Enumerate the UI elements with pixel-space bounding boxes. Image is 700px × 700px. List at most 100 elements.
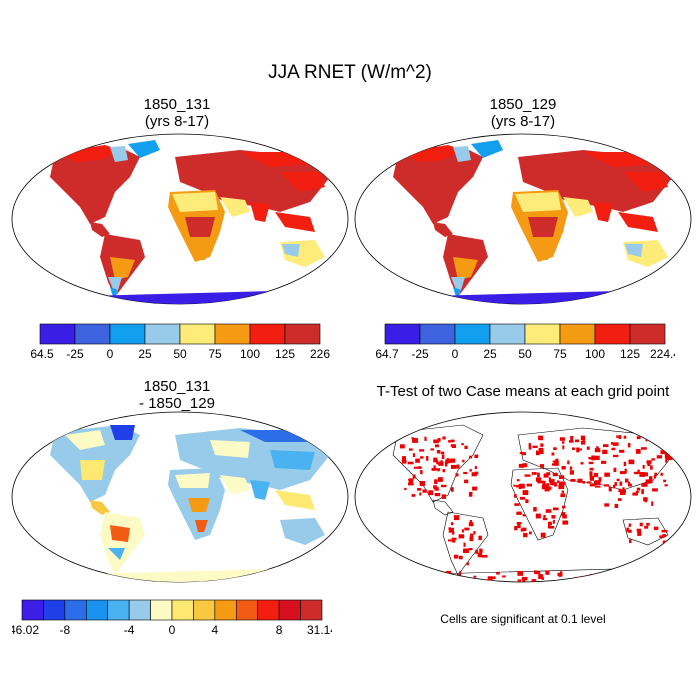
significant-cell xyxy=(625,478,629,483)
significant-cell xyxy=(472,486,478,491)
significant-cell xyxy=(636,528,641,532)
significant-cell xyxy=(469,520,473,523)
significant-cell xyxy=(523,532,528,538)
colorbar-3-tick-label: 8 xyxy=(276,623,283,637)
significant-cell xyxy=(516,522,522,525)
significant-cell xyxy=(468,491,473,497)
significant-cell xyxy=(450,522,454,526)
significant-cell xyxy=(627,443,631,448)
significant-cell xyxy=(551,581,555,582)
significant-cell xyxy=(522,463,528,468)
significant-cell xyxy=(666,456,673,461)
panel-2-title-line2: (yrs 8-17) xyxy=(490,113,556,130)
significant-cell xyxy=(514,494,517,498)
significant-cell xyxy=(663,439,670,442)
colorbar-3-tick-label: 31.14 xyxy=(307,623,332,637)
significant-cell xyxy=(649,480,653,483)
colorbar-2-tick-label: -64.7 xyxy=(375,347,399,361)
panel-3-title-line2: - 1850_129 xyxy=(139,395,215,412)
significant-cell xyxy=(477,552,482,558)
significant-cell xyxy=(411,494,416,497)
significant-cell xyxy=(434,468,441,471)
significant-cell xyxy=(535,513,541,519)
significant-cell xyxy=(577,448,583,451)
significant-cell xyxy=(662,534,667,538)
significant-cell xyxy=(434,486,438,490)
significant-cell xyxy=(539,449,544,454)
significant-cell xyxy=(541,576,544,580)
significant-cell xyxy=(448,527,451,531)
significant-cell xyxy=(454,554,459,559)
significant-cell xyxy=(620,574,623,580)
significant-cell xyxy=(619,580,624,582)
significant-cell xyxy=(425,581,431,582)
significant-cell xyxy=(589,467,594,471)
significant-cell xyxy=(616,435,619,438)
significant-cell xyxy=(453,579,457,582)
colorbar-panel-1: -64.5 -25 0 25 50 75 100 125 226 xyxy=(30,323,330,361)
significant-cell xyxy=(412,438,418,443)
significant-cell xyxy=(653,475,657,479)
significant-cell xyxy=(639,522,643,527)
significant-cell xyxy=(419,492,422,496)
significant-cell xyxy=(531,472,537,475)
colorbar-3-box xyxy=(235,599,259,621)
significant-cell xyxy=(469,455,473,459)
significant-cell xyxy=(416,570,422,573)
significance-note: Cells are significant at 0.1 level xyxy=(440,612,606,626)
significant-cell xyxy=(602,449,608,455)
significant-cell xyxy=(641,447,647,450)
significant-cell xyxy=(603,444,609,448)
significant-cell xyxy=(415,458,420,463)
significant-cell xyxy=(516,511,522,515)
significant-cell xyxy=(469,536,474,542)
significant-cell xyxy=(664,453,670,459)
colorbar-3-box xyxy=(257,599,280,621)
significant-cell xyxy=(417,488,421,491)
significant-cell xyxy=(562,505,566,509)
significant-cell xyxy=(453,515,460,521)
significant-cell xyxy=(643,472,648,477)
significant-cell xyxy=(662,540,667,545)
colorbar-2-tick-label: 50 xyxy=(518,347,532,361)
significant-cell xyxy=(412,474,416,479)
significant-cell xyxy=(582,481,586,484)
colorbar-2-box xyxy=(559,323,596,345)
significant-cell xyxy=(604,503,610,507)
significant-cell xyxy=(559,475,565,479)
significant-cell xyxy=(595,480,601,483)
significant-cell xyxy=(420,470,423,475)
colorbar-1-box xyxy=(214,323,251,345)
significant-cell xyxy=(610,442,613,445)
significant-cell xyxy=(611,447,616,451)
significant-cell xyxy=(562,514,567,519)
significant-cell xyxy=(516,479,520,482)
significant-cell xyxy=(662,440,667,445)
significant-cells xyxy=(400,435,673,582)
significant-cell xyxy=(569,581,573,582)
significant-cell xyxy=(411,437,414,440)
significant-cell xyxy=(594,485,601,488)
significant-cell xyxy=(481,554,488,558)
significant-cell xyxy=(619,449,625,453)
significant-cell xyxy=(448,539,452,542)
significant-cell xyxy=(648,476,653,481)
significant-cell xyxy=(586,446,590,450)
significant-cell xyxy=(479,548,483,553)
colorbar-2-tick-label: 100 xyxy=(585,347,605,361)
significant-cell xyxy=(548,525,555,529)
significant-cell xyxy=(601,460,607,464)
significant-cell xyxy=(660,435,664,438)
significant-cell xyxy=(526,483,532,487)
significant-cell xyxy=(650,465,653,470)
significant-cell xyxy=(414,466,418,469)
significant-cell xyxy=(561,441,565,444)
significant-cell xyxy=(441,484,447,488)
significant-cell xyxy=(434,571,438,575)
significant-cell xyxy=(613,454,619,458)
significant-cell xyxy=(643,497,648,502)
significant-cell xyxy=(444,461,448,467)
significant-cell xyxy=(462,459,465,463)
colorbar-3-box xyxy=(193,599,216,621)
significant-cell xyxy=(607,579,610,582)
